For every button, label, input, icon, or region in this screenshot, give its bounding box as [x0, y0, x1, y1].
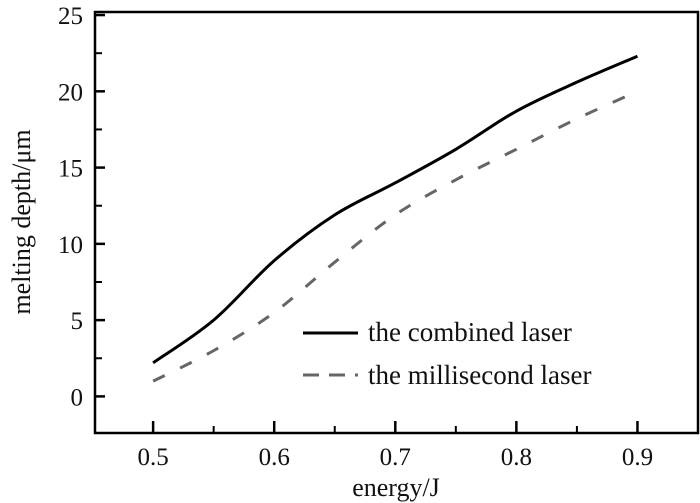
x-tick-label: 0.9 [622, 444, 653, 471]
x-tick-label: 0.8 [501, 444, 532, 471]
y-tick-label: 0 [71, 384, 84, 411]
x-tick-label: 0.6 [259, 444, 290, 471]
y-tick-label: 15 [58, 156, 83, 183]
x-axis-label: energy/J [352, 473, 440, 502]
legend-label-combined: the combined laser [368, 317, 572, 347]
y-axis-label: melting depth/μm [7, 129, 36, 314]
legend: the combined laser the millisecond laser [303, 317, 591, 390]
y-tick-label: 25 [58, 3, 83, 30]
y-tick-label: 5 [71, 308, 84, 335]
x-tick-label: 0.5 [137, 444, 168, 471]
series-line-combined-laser [152, 54, 639, 365]
y-tick-label: 10 [58, 232, 83, 259]
legend-label-millisecond: the millisecond laser [368, 360, 591, 390]
series-line-millisecond-laser [152, 89, 639, 383]
y-tick-label: 20 [58, 79, 83, 106]
x-tick-label: 0.7 [380, 444, 411, 471]
